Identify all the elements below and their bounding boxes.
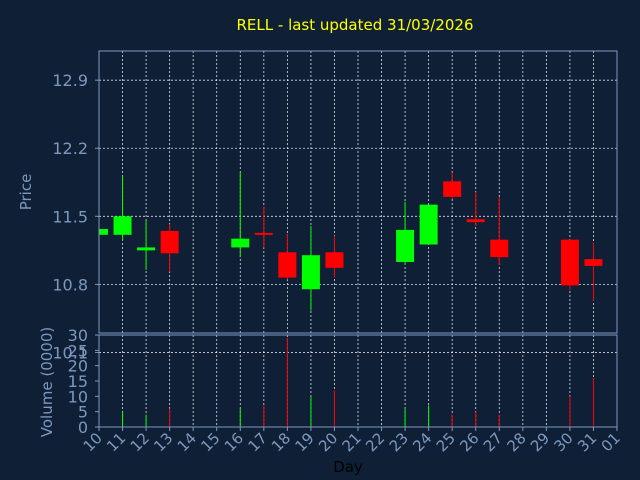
price-tick-label: 10.8 [52, 275, 88, 294]
candle-body [231, 238, 250, 248]
candle [325, 235, 344, 278]
volume-tick-label: 30 [68, 326, 88, 345]
x-tick-label: 30 [551, 429, 577, 455]
x-tick-label: 23 [386, 429, 412, 455]
candle-body [137, 247, 156, 251]
candle-body [396, 229, 415, 263]
candle-body [560, 239, 579, 286]
x-tick-label: 20 [315, 429, 341, 455]
candle-body [99, 228, 108, 235]
candle [466, 192, 485, 227]
price-tick-label: 12.2 [52, 139, 88, 158]
candle-body [325, 252, 344, 268]
candlesticks [98, 172, 603, 311]
price-y-ticks: 12.9 12.2 11.5 10.8 10.1 [52, 71, 99, 362]
volume-grid [98, 335, 618, 427]
volume-tick-label: 15 [68, 372, 88, 391]
price-tick-label: 10.1 [52, 343, 88, 362]
x-tick-label: 21 [339, 429, 365, 455]
candle [254, 206, 273, 248]
candle [137, 221, 156, 270]
candle [160, 224, 179, 272]
candle [396, 201, 415, 265]
x-tick-label: 28 [503, 429, 529, 455]
x-tick-label: 27 [480, 429, 506, 455]
candle [584, 242, 603, 301]
x-tick-label: 31 [574, 429, 600, 455]
x-tick-label: 25 [433, 429, 459, 455]
price-tick-label: 11.5 [52, 207, 88, 226]
x-tick-label: 16 [221, 429, 247, 455]
price-frame [98, 50, 618, 334]
price-panel: 12.9 12.2 11.5 10.8 10.1 Price [17, 50, 618, 362]
volume-tick-label: 10 [68, 387, 88, 406]
volume-axis-label: Volume (0000) [38, 327, 56, 437]
candle [113, 175, 132, 241]
x-axis-label: Day [333, 458, 363, 476]
candle [490, 196, 509, 265]
candle [419, 204, 438, 245]
x-axis-ticks: 1011121314151617181920212223242526272829… [80, 427, 624, 455]
x-tick-label: 12 [127, 429, 153, 455]
x-tick-label: 14 [174, 429, 200, 455]
x-tick-label: 26 [456, 429, 482, 455]
volume-tick-label: 5 [78, 403, 88, 422]
candle [278, 233, 297, 280]
candle-body [466, 219, 485, 223]
x-tick-label: 01 [598, 429, 624, 455]
candle-body [278, 252, 297, 278]
x-tick-label: 22 [362, 429, 388, 455]
x-tick-label: 15 [197, 429, 223, 455]
volume-tick-label: 25 [68, 341, 88, 360]
x-tick-label: 19 [292, 429, 318, 455]
volume-bars [122, 338, 594, 427]
x-tick-label: 18 [268, 429, 294, 455]
price-axis-label: Price [17, 174, 35, 211]
candle-body [113, 216, 132, 235]
candle-body [160, 230, 179, 254]
price-tick-label: 12.9 [52, 71, 88, 90]
candle [560, 239, 579, 291]
x-tick-label: 29 [527, 429, 553, 455]
candle [301, 226, 320, 311]
volume-tick-label: 20 [68, 357, 88, 376]
candle-body [419, 204, 438, 245]
x-tick-label: 24 [409, 429, 435, 455]
candle-body [443, 181, 462, 197]
candle [98, 228, 108, 235]
price-grid [98, 51, 618, 353]
x-tick-label: 17 [244, 429, 270, 455]
x-tick-label: 13 [150, 429, 176, 455]
candle-body [490, 239, 509, 258]
chart-title: RELL - last updated 31/03/2026 [237, 16, 474, 34]
candle-body [301, 255, 320, 290]
candle [231, 172, 250, 258]
x-tick-label: 11 [103, 429, 129, 455]
candle [443, 172, 462, 199]
candle-body [584, 259, 603, 266]
volume-tick-label: 0 [78, 418, 88, 437]
candle-body [254, 232, 273, 235]
